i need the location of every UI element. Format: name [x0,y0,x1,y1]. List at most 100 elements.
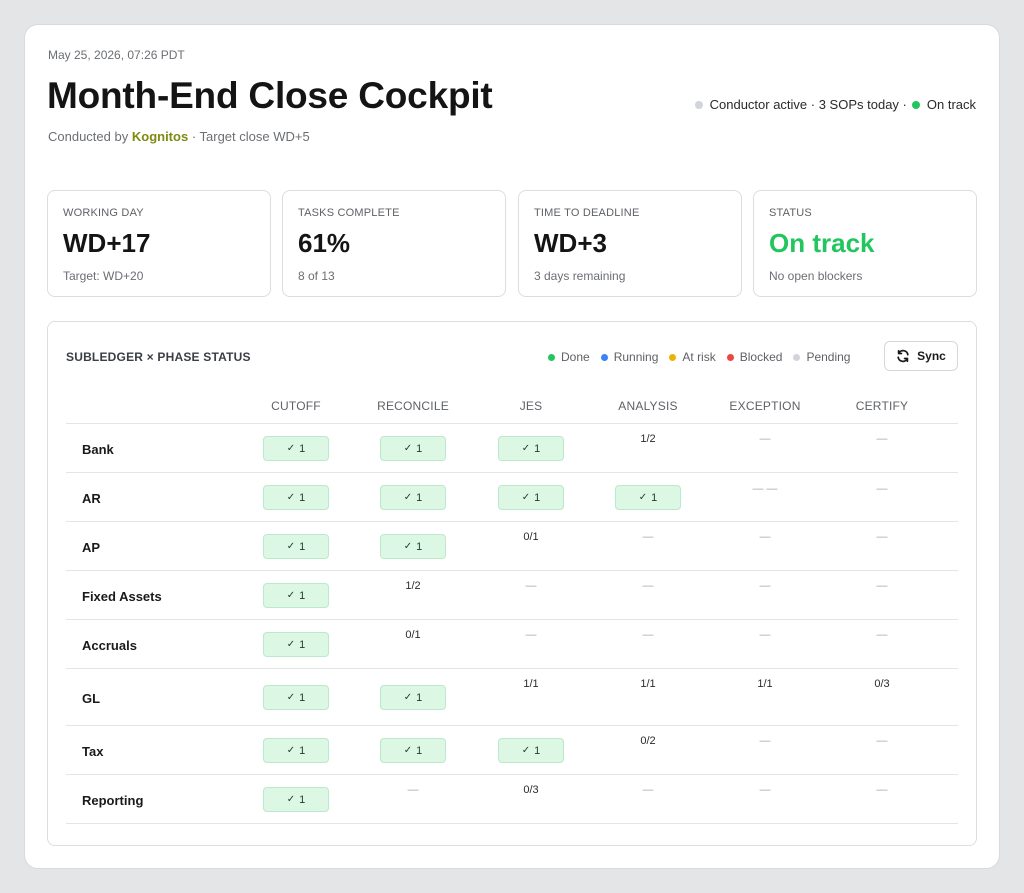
kpi-value: WD+3 [534,228,607,258]
table-row: Tax ✓ 1 ✓ 1 ✓ 1 0/2— — [66,726,958,775]
done-pill[interactable]: ✓ 1 [263,738,329,763]
column-header-exception: EXCEPTION [729,399,801,413]
table-row: GL ✓ 1 ✓ 1 1/1 1/1 1/1 0/3 [66,669,958,726]
status-cell-reconcile[interactable]: ✓ 1 [380,738,446,763]
done-pill[interactable]: ✓ 1 [380,685,446,710]
legend-item-done: Done [548,350,590,364]
done-pill[interactable]: ✓ 1 [263,436,329,461]
empty-dash: — [876,629,888,641]
status-cell-reconcile: 1/2 [380,580,446,608]
done-pill[interactable]: ✓ 1 [380,738,446,763]
empty-dash: — [876,580,888,592]
status-cell-cutoff[interactable]: ✓ 1 [263,436,329,461]
cockpit-window: May 25, 2026, 07:26 PDT Month-End Close … [24,24,1000,869]
done-count: 1 [416,744,423,757]
check-icon: ✓ [286,794,296,805]
status-grid: CUTOFF RECONCILE JES ANALYSIS EXCEPTION CERTI… [66,388,958,824]
status-cell-jes[interactable]: ✓ 1 [498,738,564,763]
kpi-subtext: 8 of 13 [298,269,335,283]
progress-fraction: 1/1 [757,678,773,690]
status-cell-cutoff[interactable]: ✓ 1 [263,485,329,510]
done-pill[interactable]: ✓ 1 [380,534,446,559]
matrix-title: SUBLEDGER × PHASE STATUS [66,350,251,364]
table-row: Fixed Assets ✓ 1 1/2 — — — — [66,571,958,620]
status-cell-reconcile[interactable]: ✓ 1 [380,436,446,461]
check-icon: ✓ [403,443,413,454]
status-cell-reconcile: 0/1 [380,629,446,657]
check-icon: ✓ [286,692,296,703]
status-cell-reconcile[interactable]: ✓ 1 [380,485,446,510]
done-pill[interactable]: ✓ 1 [498,738,564,763]
status-cell-cutoff[interactable]: ✓ 1 [263,632,329,657]
legend-label: Running [613,350,659,364]
done-pill[interactable]: ✓ 1 [380,485,446,510]
status-cell-reconcile[interactable]: ✓ 1 [380,534,446,559]
done-pill[interactable]: ✓ 1 [263,685,329,710]
status-cell-cutoff[interactable]: ✓ 1 [263,685,329,710]
row-label-accruals: Accruals [82,638,137,653]
status-cell-cutoff[interactable]: ✓ 1 [263,787,329,812]
status-cell-analysis[interactable]: ✓ 1 [615,485,681,510]
status-cell-cutoff[interactable]: ✓ 1 [263,738,329,763]
done-pill[interactable]: ✓ 1 [263,787,329,812]
legend-label: Done [561,350,590,364]
check-icon: ✓ [286,590,296,601]
check-icon: ✓ [403,541,413,552]
empty-dash: — [876,433,888,445]
grid-header-row: CUTOFF RECONCILE JES ANALYSIS EXCEPTION CERTI… [66,388,958,424]
kpi-cards: WORKING DAY WD+17 Target: WD+20 TASKS CO… [47,190,977,297]
status-cell-analysis: 1/2 [615,433,681,461]
check-icon: ✓ [286,541,296,552]
done-pill[interactable]: ✓ 1 [263,534,329,559]
done-pill[interactable]: ✓ 1 [263,583,329,608]
legend-label: Pending [806,350,851,364]
on-track-dot [911,100,920,109]
legend-item-at-risk: At risk [669,350,716,364]
empty-dash: — [525,580,537,592]
status-cell-analysis: — [615,531,681,559]
progress-fraction: 0/2 [640,735,656,747]
status-cell-jes[interactable]: ✓ 1 [498,436,564,461]
done-pill[interactable]: ✓ 1 [498,436,564,461]
row-label-ap: AP [82,540,101,555]
status-cell-exception: — [732,580,798,608]
legend-dot [726,353,734,361]
sync-button[interactable]: Sync [884,341,958,371]
status-cell-exception: 1/1 [732,678,798,706]
done-pill[interactable]: ✓ 1 [498,485,564,510]
column-header-reconcile: RECONCILE [377,399,449,413]
kpi-value: WD+17 [63,228,151,258]
status-cell-jes[interactable]: ✓ 1 [498,485,564,510]
done-pill[interactable]: ✓ 1 [263,485,329,510]
legend-dot [548,353,555,361]
table-row: Bank ✓ 1 ✓ 1 ✓ 1 1/2— — [66,424,958,473]
progress-fraction: 0/3 [523,784,539,796]
kpi-card-tasks-complete: TASKS COMPLETE 61% 8 of 13 [282,190,506,297]
row-label-reporting: Reporting [82,793,144,808]
status-cell-cutoff[interactable]: ✓ 1 [263,583,329,608]
conductor-status-text: Conductor active · 3 SOPs today · [709,97,907,112]
empty-dash: — — [752,483,778,495]
done-pill[interactable]: ✓ 1 [263,632,329,657]
subtitle-target: · Target close WD+5 [191,129,310,144]
empty-dash: — [642,784,654,796]
conductor-status: Conductor active · 3 SOPs today · On tra… [694,97,976,112]
status-cell-jes: 0/3 [498,784,564,812]
legend-item-running: Running [600,350,659,364]
done-count: 1 [299,589,306,602]
legend-item-blocked: Blocked [726,350,782,364]
status-cell-jes: — [498,629,564,657]
conductor-status-dot [694,100,703,109]
column-header-cutoff: CUTOFF [271,399,321,413]
check-icon: ✓ [638,492,648,503]
empty-dash: — [642,629,654,641]
status-cell-exception: — [732,531,798,559]
done-pill[interactable]: ✓ 1 [615,485,681,510]
status-cell-certify: — [849,483,915,511]
status-cell-reconcile[interactable]: ✓ 1 [380,685,446,710]
brand-link[interactable]: Kognitos [131,129,189,144]
progress-fraction: 1/1 [640,678,656,690]
kpi-value: 61% [298,228,351,258]
status-cell-cutoff[interactable]: ✓ 1 [263,534,329,559]
done-pill[interactable]: ✓ 1 [380,436,446,461]
